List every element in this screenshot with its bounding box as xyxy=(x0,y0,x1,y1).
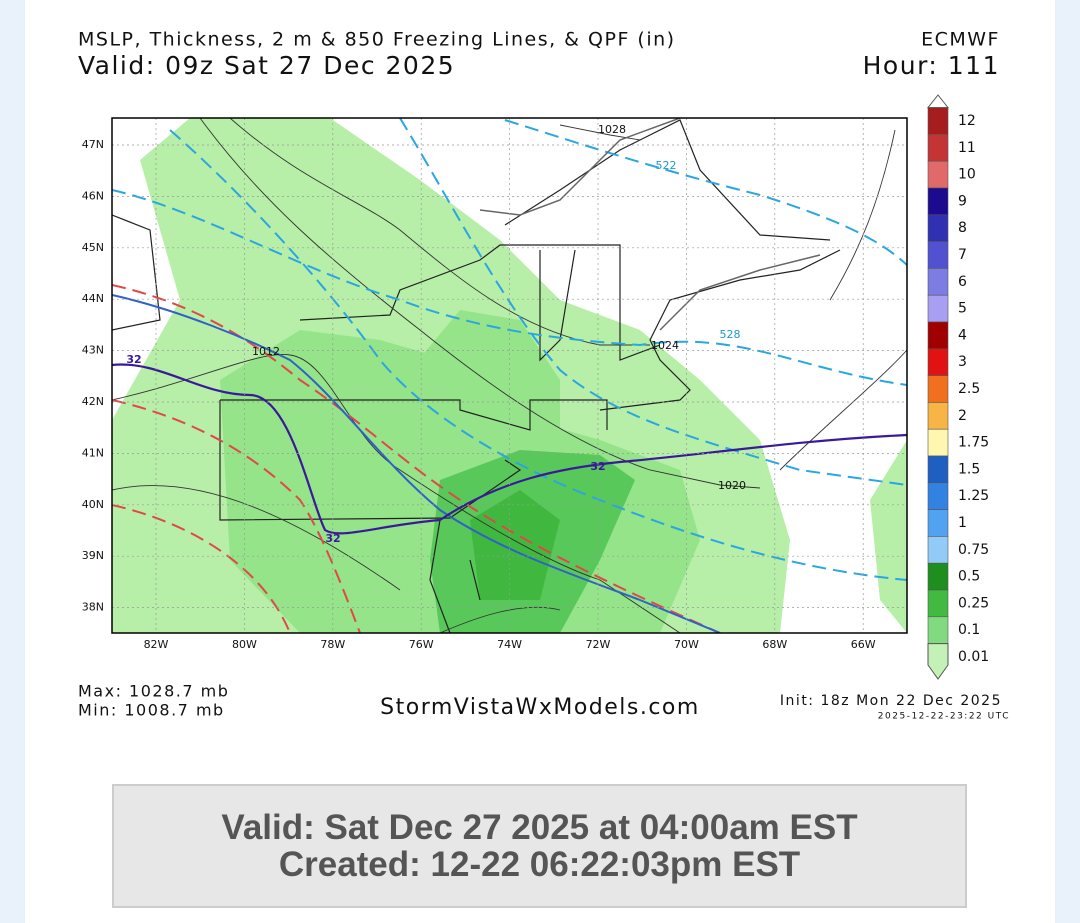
legend-label: 3 xyxy=(958,354,967,370)
legend-label: 0.01 xyxy=(958,649,989,665)
legend-swatch xyxy=(927,107,949,135)
legend-swatch xyxy=(927,589,949,618)
lon-label: 70W xyxy=(674,638,699,651)
pressure-min: Min: 1008.7 mb xyxy=(78,701,225,720)
contour-label: 32 xyxy=(590,460,605,473)
lat-label: 38N xyxy=(82,601,104,614)
lon-label: 78W xyxy=(320,638,345,651)
legend-swatch xyxy=(927,616,949,644)
contour-label: 528 xyxy=(720,328,741,341)
graticule xyxy=(112,118,907,633)
legend-label: 2.5 xyxy=(958,381,980,397)
lat-label: 42N xyxy=(82,395,104,408)
legend-label: 1.75 xyxy=(958,435,989,451)
legend-swatch xyxy=(927,187,949,216)
contour-label: 1028 xyxy=(598,123,626,136)
legend-label: 5 xyxy=(958,301,967,317)
contour-label: 522 xyxy=(656,159,677,172)
legend-label: 0.1 xyxy=(958,622,980,638)
lat-label: 40N xyxy=(82,498,104,511)
legend-label: 8 xyxy=(958,220,967,236)
legend-swatch xyxy=(927,402,949,430)
legend-swatch xyxy=(927,428,949,457)
legend-label: 7 xyxy=(958,247,967,263)
lon-label: 74W xyxy=(497,638,522,651)
model-name: ECMWF xyxy=(921,29,1000,51)
forecast-hour: Hour: 111 xyxy=(863,51,1000,80)
page: MSLP, Thickness, 2 m & 850 Freezing Line… xyxy=(25,0,1055,923)
legend-label: 0.25 xyxy=(958,595,989,611)
contour-label: 1012 xyxy=(252,345,280,358)
legend-label: 9 xyxy=(958,193,967,209)
legend-swatch xyxy=(927,348,949,376)
lon-label: 76W xyxy=(409,638,434,651)
lon-label: 80W xyxy=(232,638,257,651)
valid-time: Valid: 09z Sat 27 Dec 2025 xyxy=(78,51,455,80)
map-frame xyxy=(111,117,908,634)
title: MSLP, Thickness, 2 m & 850 Freezing Line… xyxy=(78,29,676,51)
legend-swatch xyxy=(927,268,949,296)
legend-label: 6 xyxy=(958,274,967,290)
legend-swatch xyxy=(927,643,949,680)
legend-label: 1.5 xyxy=(958,461,980,477)
lat-label: 47N xyxy=(82,138,104,151)
lon-label: 68W xyxy=(762,638,787,651)
lat-label: 44N xyxy=(82,292,104,305)
lat-label: 43N xyxy=(82,344,104,357)
legend-swatch xyxy=(927,509,949,537)
legend-label: 1.25 xyxy=(958,488,989,504)
contour-label: 32 xyxy=(126,353,141,366)
legend-label: 1 xyxy=(958,515,967,531)
lon-label: 82W xyxy=(144,638,169,651)
legend-swatch xyxy=(927,214,949,242)
legend-swatch xyxy=(927,321,949,350)
site-name: StormVistaWxModels.com xyxy=(380,695,700,720)
legend-swatch xyxy=(927,375,949,403)
legend-label: 10 xyxy=(958,167,976,183)
lat-label: 39N xyxy=(82,549,104,562)
legend-label: 4 xyxy=(958,327,967,343)
caption-created: Created: 12-22 06:22:03pm EST xyxy=(278,845,801,884)
generated-time: 2025-12-22-23:22 UTC xyxy=(878,712,1010,722)
legend-swatch xyxy=(927,455,949,484)
map-area xyxy=(112,118,907,633)
lat-label: 46N xyxy=(82,189,104,202)
legend-swatch xyxy=(927,241,949,269)
caption-box: Valid: Sat Dec 27 2025 at 04:00am EST Cr… xyxy=(112,784,967,908)
legend-swatch xyxy=(927,536,949,564)
legend-swatch xyxy=(927,562,949,591)
legend-label: 11 xyxy=(958,140,976,156)
map-figure: MSLP, Thickness, 2 m & 850 Freezing Line… xyxy=(78,29,1010,722)
legend-swatch xyxy=(927,134,949,162)
legend-label: 0.75 xyxy=(958,542,989,558)
pressure-max: Max: 1028.7 mb xyxy=(78,682,229,701)
init-time: Init: 18z Mon 22 Dec 2025 xyxy=(780,693,1002,709)
legend-label: 2 xyxy=(958,408,967,424)
lat-label: 45N xyxy=(82,241,104,254)
contour-label: 1020 xyxy=(718,479,746,492)
legend-swatch xyxy=(927,160,949,189)
legend-swatch xyxy=(927,482,949,510)
legend-label: 0.5 xyxy=(958,569,980,585)
contour-label: 1024 xyxy=(651,339,679,352)
lon-label: 66W xyxy=(851,638,876,651)
caption-valid: Valid: Sat Dec 27 2025 at 04:00am EST xyxy=(221,808,858,847)
contour-label: 32 xyxy=(325,532,340,545)
lon-label: 72W xyxy=(586,638,611,651)
lat-label: 41N xyxy=(82,446,104,459)
legend-label: 12 xyxy=(958,113,976,129)
legend-swatch xyxy=(927,294,949,323)
legend-cap xyxy=(926,94,950,109)
